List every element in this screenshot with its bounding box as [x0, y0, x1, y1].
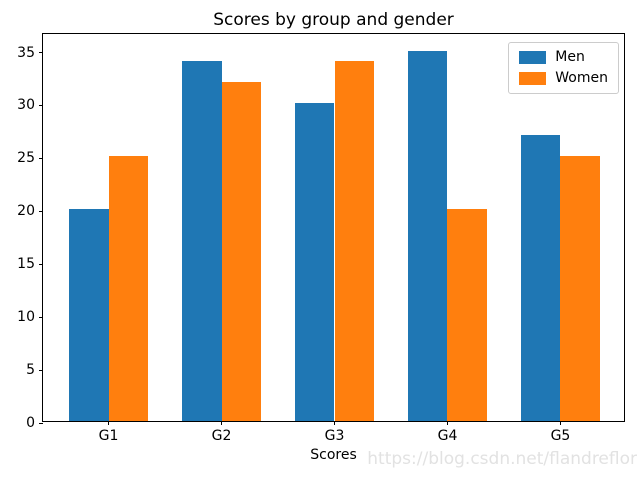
bar-women-g1 [108, 156, 149, 421]
y-tick-mark [39, 369, 43, 371]
x-tick-mark [446, 421, 448, 425]
x-tick-mark [221, 421, 222, 425]
bar-men-g4 [407, 50, 448, 421]
y-tick-mark [39, 157, 43, 159]
y-tick-label: 15 [17, 256, 35, 273]
y-tick-label: 30 [17, 97, 35, 114]
x-tick-label-g4: G4 [437, 428, 458, 444]
y-tick-mark [39, 104, 43, 106]
legend-label: Men [555, 49, 585, 65]
y-tick-mark [39, 316, 43, 318]
y-tick-mark [39, 263, 43, 265]
y-tick-mark [39, 210, 43, 212]
x-tick-label-g3: G3 [324, 428, 345, 444]
x-axis-label: Scores [310, 447, 357, 463]
legend-entry-men: Men [519, 50, 608, 65]
y-tick-label: 35 [17, 44, 35, 61]
bar-men-g2 [181, 61, 222, 421]
bar-women-g5 [560, 156, 600, 421]
chart-title: Scores by group and gender [213, 10, 454, 30]
bar-women-g4 [447, 209, 488, 421]
y-tick-label: 25 [17, 150, 35, 167]
legend-label: Women [555, 70, 608, 86]
plot-area: 0 5 10 15 20 25 30 35 G1 G2 G3 G4 G5 Men Women [17, 33, 625, 444]
bar-women-g3 [334, 61, 375, 421]
x-tick-mark [559, 421, 561, 425]
y-tick-label: 5 [26, 362, 35, 379]
x-tick-label-g1: G1 [98, 428, 119, 444]
legend-swatch-men [519, 51, 547, 64]
y-tick-label: 0 [26, 415, 35, 431]
bar-women-g2 [221, 82, 262, 421]
watermark: https://blog.csdn.net/flandreflor [367, 449, 637, 469]
bar-men-g3 [294, 103, 335, 421]
y-tick-mark [39, 422, 43, 424]
x-tick-mark [334, 421, 335, 425]
x-tick-mark [108, 421, 110, 425]
y-tick-mark [39, 52, 43, 54]
legend-entry-women: Women [519, 71, 608, 86]
x-tick-label-g2: G2 [211, 428, 232, 444]
x-tick-label-g5: G5 [550, 428, 571, 444]
legend-swatch-women [519, 72, 547, 85]
bar-men-g1 [68, 209, 109, 421]
y-tick-label: 10 [17, 309, 35, 326]
bar-men-g5 [520, 135, 561, 421]
legend: Men Women [508, 42, 619, 94]
y-tick-label: 20 [17, 203, 35, 220]
